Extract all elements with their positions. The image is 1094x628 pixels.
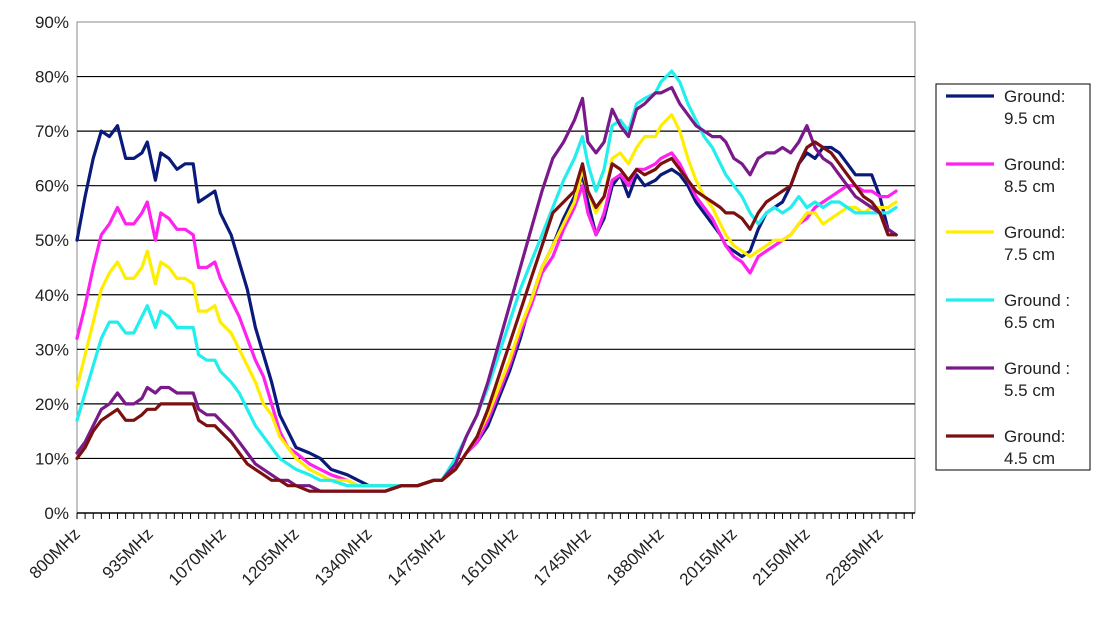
- series-lines: [75, 69, 898, 493]
- legend-label-4: Ground :6.5 cm: [1004, 291, 1070, 332]
- x-tick-label: 1475MHz: [384, 524, 449, 589]
- y-tick-label: 40%: [35, 286, 69, 305]
- x-tick-label: 1340MHz: [311, 524, 376, 589]
- x-tick-label: 2015MHz: [676, 524, 741, 589]
- x-tick-label: 800MHz: [26, 524, 84, 582]
- x-tick-label: 1880MHz: [603, 524, 668, 589]
- legend-label-3: Ground: 7.5 cm: [1004, 223, 1065, 264]
- legend: Ground: 9.5 cm Ground: 8.5 cm Ground: 7.5 cm G…: [935, 83, 1091, 471]
- y-tick-label: 10%: [35, 449, 69, 468]
- x-tick-label: 2150MHz: [749, 524, 814, 589]
- x-tick-label: 935MHz: [99, 524, 157, 582]
- legend-label-6: Ground: 4.5 cm: [1004, 427, 1065, 468]
- y-tick-label: 60%: [35, 177, 69, 196]
- x-tick-label: 1205MHz: [238, 524, 303, 589]
- y-tick-label: 90%: [35, 13, 69, 32]
- series-line-3: [75, 113, 898, 488]
- x-tick-label: 1745MHz: [530, 524, 595, 589]
- series-line-5: [75, 85, 898, 493]
- legend-label-1: Ground: 9.5 cm: [1004, 87, 1065, 128]
- y-tick-label: 0%: [44, 504, 69, 523]
- series-line-4: [75, 69, 898, 488]
- y-tick-label: 30%: [35, 340, 69, 359]
- series-line-6: [75, 140, 898, 493]
- legend-label-2: Ground: 8.5 cm: [1004, 155, 1065, 196]
- series-line-2: [75, 151, 898, 488]
- legend-box: [935, 83, 1091, 471]
- legend-label-5: Ground :5.5 cm: [1004, 359, 1070, 400]
- grid-lines: [77, 75, 915, 460]
- y-axis-tick-labels: 0% 10% 20% 30% 40% 50% 60% 70% 80% 90%: [35, 13, 69, 523]
- x-tick-label: 1610MHz: [457, 524, 522, 589]
- x-tick-label: 2285MHz: [822, 524, 887, 589]
- y-tick-label: 20%: [35, 395, 69, 414]
- y-tick-label: 80%: [35, 68, 69, 87]
- x-axis-tick-labels: 800MHz 935MHz 1070MHz 1205MHz 1340MHz 1475MHz…: [26, 524, 887, 589]
- y-tick-label: 70%: [35, 122, 69, 141]
- x-tick-label: 1070MHz: [165, 524, 230, 589]
- x-axis: [76, 512, 915, 519]
- y-tick-label: 50%: [35, 231, 69, 250]
